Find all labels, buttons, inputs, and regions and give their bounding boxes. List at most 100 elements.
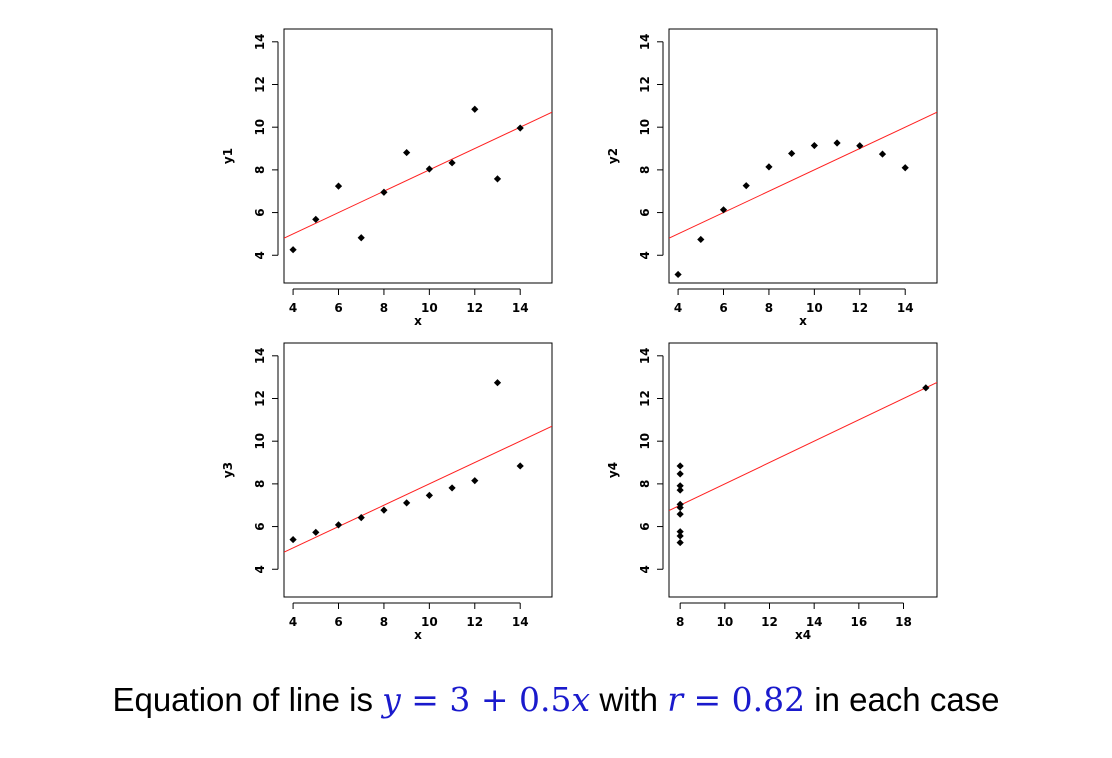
data-points <box>676 384 930 547</box>
y-tick-label: 10 <box>253 433 267 450</box>
data-point <box>493 175 502 183</box>
scatter-panel-3: 4 6 8 10 12 14 x 4 6 8 10 12 14 y3 <box>221 342 553 642</box>
y-tick-label: 10 <box>638 433 652 450</box>
y-tick-label: 8 <box>253 166 267 174</box>
data-points <box>289 379 524 544</box>
regression-line <box>284 425 552 553</box>
y-tick-label: 6 <box>253 522 267 530</box>
x-axis: 4 6 8 10 12 14 x <box>674 288 914 328</box>
data-point <box>380 506 388 514</box>
data-point <box>289 535 297 544</box>
x-tick-label: 14 <box>512 301 529 315</box>
y-tick-label: 8 <box>253 480 267 488</box>
caption-middle: with <box>590 681 668 718</box>
x-tick-label: 6 <box>334 301 342 315</box>
y-tick-label: 12 <box>638 390 652 407</box>
data-point <box>810 141 818 150</box>
data-point <box>676 470 684 478</box>
x-tick-label: 4 <box>289 615 297 629</box>
x-axis: 8 10 12 14 16 18 x4 <box>676 602 912 642</box>
scatter-panel-4: 8 10 12 14 16 18 x4 4 6 8 10 12 14 y4 <box>606 342 938 642</box>
x-tick-label: 8 <box>676 615 684 629</box>
data-point <box>380 188 388 196</box>
y-tick-label: 14 <box>253 347 267 364</box>
data-point <box>788 149 796 158</box>
data-point <box>676 486 684 494</box>
y-tick-label: 8 <box>638 480 652 488</box>
y-tick-label: 12 <box>253 76 267 93</box>
data-point <box>425 491 433 499</box>
data-point <box>833 139 841 147</box>
x-tick-label: 10 <box>806 301 823 315</box>
data-point <box>676 462 684 470</box>
data-point <box>719 206 728 214</box>
data-point <box>334 521 343 529</box>
x-tick-label: 18 <box>895 615 912 629</box>
caption-suffix: in each case <box>805 681 1000 718</box>
data-point <box>856 142 864 150</box>
x-tick-label: 14 <box>806 615 823 629</box>
y-tick-label: 4 <box>638 565 652 573</box>
data-point <box>471 105 479 113</box>
data-point <box>676 538 684 547</box>
data-point <box>448 484 456 492</box>
y-tick-label: 8 <box>638 166 652 174</box>
y-axis: 4 6 8 10 12 14 y4 <box>606 347 664 573</box>
y-tick-label: 4 <box>253 565 267 573</box>
data-point <box>516 124 524 132</box>
y-axis: 4 6 8 10 12 14 y3 <box>221 347 279 573</box>
caption: Equation of line is y = 3 + 0.5x with r … <box>0 672 1112 728</box>
data-point <box>448 159 456 167</box>
y-tick-label: 10 <box>253 119 267 136</box>
y-tick-label: 6 <box>638 208 652 216</box>
x-tick-label: 6 <box>334 615 342 629</box>
x-tick-label: 8 <box>380 301 388 315</box>
caption-prefix: Equation of line is <box>112 681 383 718</box>
scatter-panel-2: 4 6 8 10 12 14 x 4 6 8 10 12 14 y2 <box>606 28 938 328</box>
x-tick-label: 8 <box>380 615 388 629</box>
caption-equation: y = 3 + 0.5x <box>382 680 591 719</box>
y-axis-label: y1 <box>221 148 235 164</box>
data-point <box>922 384 930 392</box>
x-tick-label: 6 <box>719 301 727 315</box>
x-tick-label: 14 <box>897 301 914 315</box>
y-axis-label: y4 <box>606 462 620 478</box>
plot-frame <box>283 342 553 598</box>
data-point <box>312 528 320 536</box>
x-axis: 4 6 8 10 12 14 x <box>289 602 529 642</box>
x-axis: 4 6 8 10 12 14 x <box>289 288 529 328</box>
y-tick-label: 14 <box>253 33 267 50</box>
data-point <box>312 215 320 223</box>
x-tick-label: 10 <box>716 615 733 629</box>
y-tick-label: 10 <box>638 119 652 136</box>
data-point <box>878 150 887 158</box>
y-tick-label: 12 <box>638 76 652 93</box>
data-point <box>742 182 750 190</box>
regression-line <box>669 111 937 239</box>
data-point <box>471 477 479 485</box>
plot-frame <box>283 28 553 284</box>
y-axis-label: y2 <box>606 148 620 164</box>
data-point <box>425 165 433 173</box>
x-tick-label: 10 <box>421 301 438 315</box>
y-tick-label: 4 <box>253 251 267 259</box>
y-tick-label: 14 <box>638 33 652 50</box>
y-tick-label: 12 <box>253 390 267 407</box>
y-tick-label: 4 <box>638 251 652 259</box>
regression-line <box>669 382 937 512</box>
data-point <box>403 499 411 507</box>
x-tick-label: 12 <box>761 615 778 629</box>
x-tick-label: 10 <box>421 615 438 629</box>
x-tick-label: 12 <box>466 615 483 629</box>
data-point <box>676 532 684 540</box>
y-tick-label: 6 <box>638 522 652 530</box>
scatter-panel-1: 4 6 8 10 12 14 x 4 6 8 10 12 14 y1 <box>221 28 553 328</box>
data-point <box>676 482 684 490</box>
y-tick-label: 14 <box>638 347 652 364</box>
plot-frame <box>668 342 938 598</box>
x-tick-label: 14 <box>512 615 529 629</box>
x-tick-label: 4 <box>674 301 682 315</box>
data-point <box>674 270 682 279</box>
data-point <box>334 182 343 190</box>
